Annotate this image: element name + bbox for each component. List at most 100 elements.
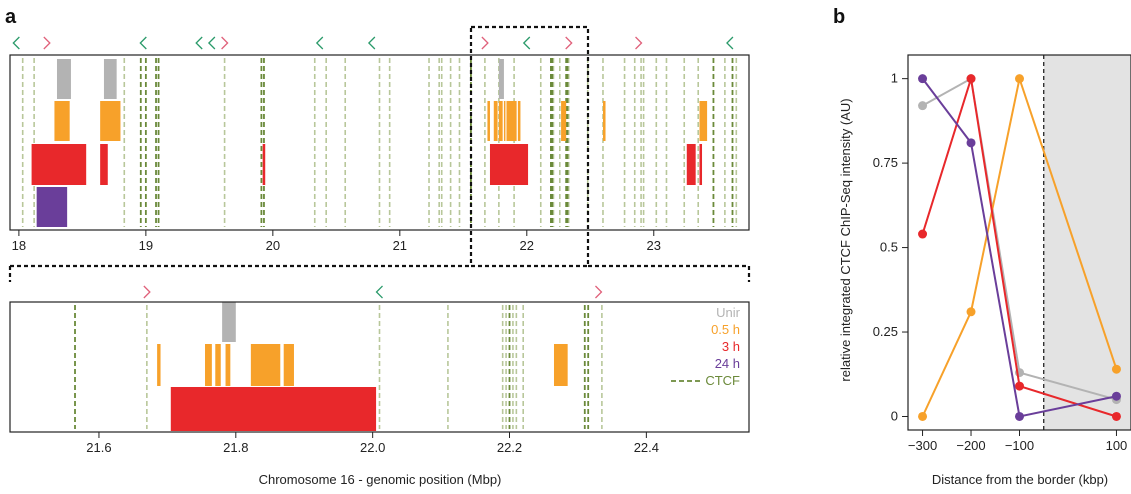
orientation-arrow — [522, 36, 531, 50]
domain-block-h3 — [699, 144, 703, 185]
domain-block-h05 — [205, 344, 212, 386]
series-line-h3 — [921, 78, 1117, 418]
orientation-arrow — [481, 36, 489, 50]
data-point — [1015, 381, 1024, 391]
zoom-window — [469, 25, 590, 268]
data-point — [1111, 411, 1121, 421]
series-line-unir — [922, 77, 1117, 401]
x-tick-label: −200 — [956, 438, 985, 453]
domain-block-h05 — [561, 101, 567, 141]
data-point — [918, 74, 928, 84]
orientation-arrow — [635, 36, 643, 50]
line-chart: −300 −200 −100 100 0 0.25 0.5 0.75 1 Distance fr… — [838, 54, 1131, 487]
orientation-arrow — [43, 36, 51, 50]
data-point — [918, 411, 928, 421]
domain-block-h05 — [699, 101, 708, 141]
overview-frame — [9, 54, 750, 231]
domain-block-h05 — [506, 101, 517, 141]
x-tick-label: 21.8 — [223, 440, 248, 455]
x-tick-label: 18 — [12, 238, 26, 253]
domain-block-h05 — [157, 344, 161, 386]
domain-block-h05 — [100, 101, 121, 141]
series-line-h24 — [921, 78, 1117, 418]
x-tick-label: −300 — [908, 438, 937, 453]
line-x-axis-label: Distance from the border (kbp) — [932, 472, 1108, 487]
domain-block-h05 — [503, 101, 506, 141]
orientation-arrow — [195, 36, 203, 50]
timecourse-tracks — [31, 59, 708, 227]
x-tick-label: 21.6 — [86, 440, 111, 455]
data-point — [918, 229, 928, 239]
x-tick-label: 19 — [139, 238, 153, 253]
orientation-arrows — [12, 36, 734, 50]
data-point — [1111, 391, 1121, 401]
domain-block-h05 — [553, 344, 568, 386]
domain-block-unir — [498, 59, 504, 99]
x-tick-label: −100 — [1005, 438, 1034, 453]
orientation-arrows-zoom — [143, 285, 603, 299]
orientation-arrow — [726, 36, 734, 50]
x-tick-label: 20 — [266, 238, 280, 253]
data-point — [966, 307, 976, 317]
line-axes: −300 −200 −100 100 0 0.25 0.5 0.75 1 — [873, 71, 1128, 453]
y-tick-label: 0 — [891, 408, 898, 423]
domain-block-h05 — [487, 101, 490, 141]
domain-block-unir — [56, 59, 71, 99]
orientation-arrow — [375, 285, 383, 299]
zoom-frame — [9, 301, 750, 433]
ctcf-lines — [21, 58, 738, 227]
track-panel-zoom: 21.6 21.8 22.0 22.2 22.4 Unir 0.5 h 3 h 24 h CTC… — [9, 285, 750, 487]
domain-block-h05 — [225, 344, 231, 386]
overview-x-axis: 18 19 20 21 22 23 — [12, 230, 661, 253]
panel-label-b: b — [833, 6, 845, 28]
panel-label-a: a — [5, 6, 17, 28]
timecourse-tracks-zoom — [157, 302, 568, 431]
data-point — [918, 101, 928, 111]
x-tick-label: 21 — [393, 238, 407, 253]
y-tick-label: 0.25 — [873, 324, 898, 339]
ctcf-lines-zoom — [74, 305, 603, 429]
data-point — [1111, 364, 1121, 374]
domain-block-h3 — [31, 144, 87, 185]
orientation-arrow — [595, 285, 603, 299]
orientation-arrow — [207, 36, 216, 50]
line-y-axis-label: relative integrated CTCF ChIP-Seq intens… — [838, 98, 853, 381]
x-tick-label: 22 — [520, 238, 534, 253]
orientation-arrow — [315, 36, 324, 50]
orientation-arrow — [221, 36, 229, 50]
data-point — [966, 138, 976, 148]
x-tick-label: 23 — [647, 238, 661, 253]
series-line-h05 — [921, 74, 1118, 417]
orientation-arrow — [139, 36, 147, 50]
zoom-x-axis: 21.6 21.8 22.0 22.2 22.4 — [86, 432, 659, 455]
domain-block-h05 — [602, 101, 606, 141]
domain-block-h3 — [489, 144, 529, 185]
orientation-arrow — [565, 36, 573, 50]
domain-block-h3 — [170, 387, 377, 431]
line-frame — [907, 54, 1131, 431]
legend-entry: 24 h — [715, 356, 740, 371]
orientation-arrow — [367, 36, 376, 50]
data-point — [1015, 74, 1024, 84]
domain-block-h3 — [100, 144, 108, 185]
y-tick-label: 0.5 — [880, 240, 898, 255]
domain-block-h05 — [283, 344, 294, 386]
legend-entry: 3 h — [722, 339, 740, 354]
domain-block-h05 — [250, 344, 281, 386]
orientation-arrow — [143, 285, 151, 299]
domain-block-unir — [103, 59, 117, 99]
legend-entry: 0.5 h — [711, 322, 740, 337]
domain-block-h24 — [36, 187, 68, 227]
x-tick-label: 22.2 — [497, 440, 522, 455]
domain-block-h05 — [517, 101, 521, 141]
domain-block-h05 — [215, 344, 221, 386]
domain-block-h3 — [262, 144, 266, 185]
y-tick-label: 0.75 — [873, 155, 898, 170]
legend-entry: Unir — [716, 305, 741, 320]
domain-block-h3 — [686, 144, 696, 185]
legend: Unir 0.5 h 3 h 24 h CTCF — [671, 305, 741, 388]
data-point — [966, 74, 976, 84]
x-tick-label: 22.4 — [634, 440, 659, 455]
data-point — [1015, 411, 1024, 421]
